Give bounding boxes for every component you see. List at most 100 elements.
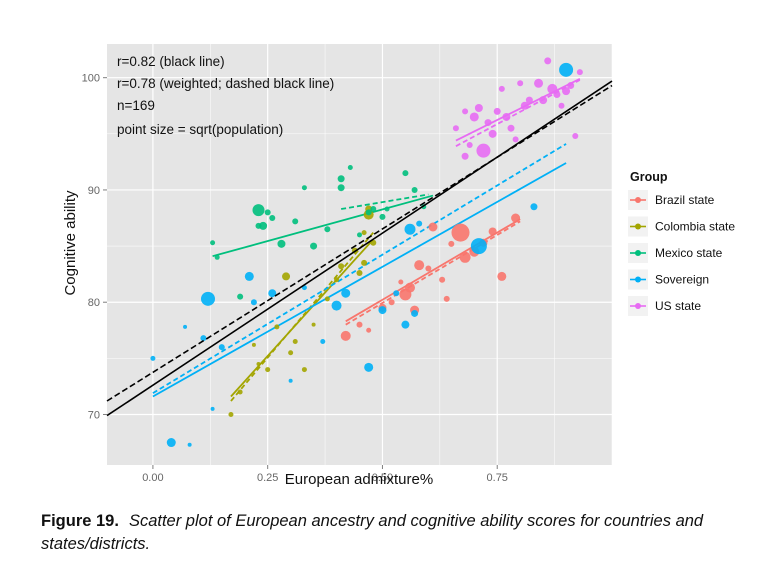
brazil-state-point	[366, 327, 372, 333]
y-axis-ticks: 70 80 90 100	[82, 73, 107, 421]
sovereign-fit-line	[152, 162, 567, 398]
brazil-state-point	[459, 251, 471, 263]
colombia-state-point	[356, 270, 363, 277]
sovereign-point	[411, 309, 419, 317]
x-tick-label: 0.00	[142, 472, 163, 484]
sovereign-point	[210, 406, 215, 411]
us-state-point	[562, 87, 571, 96]
colombia-state-point	[361, 230, 367, 236]
brazil-state-point	[398, 279, 404, 285]
fit-lines	[152, 77, 581, 402]
sovereign-point	[166, 438, 176, 448]
mexico-state-point	[357, 232, 362, 238]
colombia-state-point	[311, 322, 316, 327]
sovereign-point	[530, 203, 538, 211]
colombia-state-point	[251, 342, 256, 347]
colombia-state-fit-line	[230, 238, 374, 398]
legend-item-brazil-state: Brazil state	[628, 190, 715, 210]
overall-black-line	[106, 80, 613, 417]
colombia-state-point	[288, 350, 294, 356]
sovereign-point	[416, 220, 423, 227]
us-state-point	[476, 143, 491, 158]
legend-item-us-state: US state	[628, 296, 701, 316]
us-state-point	[517, 80, 524, 87]
us-state-point	[572, 133, 579, 140]
mexico-state-point	[237, 293, 244, 300]
figure-caption-text: Scatter plot of European ancestry and co…	[41, 512, 704, 553]
data-points	[150, 57, 583, 448]
y-tick-label: 80	[88, 297, 100, 309]
us-state-point	[558, 102, 565, 109]
mexico-state-weighted-fit-line	[340, 193, 429, 210]
colombia-state-point	[334, 277, 340, 283]
mexico-state-point	[324, 226, 331, 233]
brazil-state-point	[405, 282, 415, 293]
mexico-state-point	[365, 209, 372, 216]
overall-fit-lines	[106, 80, 613, 417]
mexico-state-point	[411, 186, 418, 193]
legend-title: Group	[630, 170, 668, 184]
y-tick-label: 70	[88, 409, 100, 421]
colombia-state-point	[274, 324, 280, 330]
sovereign-point	[201, 291, 215, 306]
legend-label: US state	[655, 299, 701, 313]
annotation-point-size: point size = sqrt(population)	[117, 122, 283, 137]
sovereign-point	[341, 288, 351, 298]
brazil-state-point	[356, 321, 363, 328]
us-state-point	[502, 112, 511, 121]
colombia-state-point	[228, 411, 234, 417]
mexico-state-point	[337, 184, 345, 192]
mexico-state-point	[292, 218, 299, 225]
sovereign-point	[320, 339, 326, 345]
brazil-state-point	[488, 227, 497, 236]
brazil-state-point	[511, 213, 521, 223]
x-tick-label: 0.25	[257, 472, 278, 484]
us-state-point	[488, 129, 497, 138]
legend-key-dot	[635, 223, 641, 230]
us-state-point	[567, 82, 575, 90]
colombia-state-point	[256, 361, 261, 366]
us-state-point	[512, 136, 519, 143]
legend-key-dot	[635, 303, 641, 309]
mexico-state-point	[277, 239, 286, 248]
colombia-state-point	[370, 239, 377, 246]
sovereign-point	[200, 335, 207, 342]
sovereign-point	[288, 378, 293, 383]
colombia-state-point	[338, 263, 345, 270]
figure-caption: Figure 19. Scatter plot of European ances…	[41, 510, 731, 556]
us-state-point	[462, 108, 469, 115]
annotation-r-black: r=0.82 (black line)	[117, 54, 225, 69]
legend-item-colombia-state: Colombia state	[628, 216, 735, 237]
colombia-state-weighted-fit-line	[230, 232, 374, 402]
sovereign-point	[393, 290, 400, 297]
brazil-state-point	[451, 223, 470, 242]
gridlines	[107, 44, 613, 465]
us-state-point	[484, 119, 492, 127]
annotation-r-weighted: r=0.78 (weighted; dashed black line)	[117, 76, 334, 91]
mexico-state-point	[269, 215, 276, 222]
us-state-point	[452, 125, 459, 132]
colombia-state-point	[292, 339, 298, 345]
us-state-point	[544, 57, 552, 65]
sovereign-point	[559, 62, 574, 77]
us-state-point	[507, 124, 515, 132]
mexico-state-point	[402, 170, 409, 177]
mexico-state-point	[347, 164, 353, 170]
x-axis-ticks: 0.00 0.25 0.50 0.75	[142, 465, 508, 484]
us-state-point	[461, 152, 469, 160]
figure-label: Figure 19.	[41, 512, 119, 530]
sovereign-point	[150, 355, 156, 361]
sovereign-point	[244, 271, 254, 281]
legend-label: Mexico state	[655, 246, 723, 260]
brazil-state-point	[340, 330, 351, 341]
y-tick-label: 100	[82, 73, 100, 85]
sovereign-point	[218, 344, 225, 351]
x-axis-title: European admixture%	[285, 471, 433, 488]
us-state-point	[539, 96, 548, 105]
colombia-state-point	[265, 367, 271, 373]
y-tick-label: 90	[88, 185, 100, 197]
brazil-state-weighted-fit-line	[345, 220, 521, 326]
brazil-state-point	[388, 299, 395, 306]
sovereign-point	[378, 306, 387, 315]
x-tick-label: 0.75	[487, 472, 508, 484]
